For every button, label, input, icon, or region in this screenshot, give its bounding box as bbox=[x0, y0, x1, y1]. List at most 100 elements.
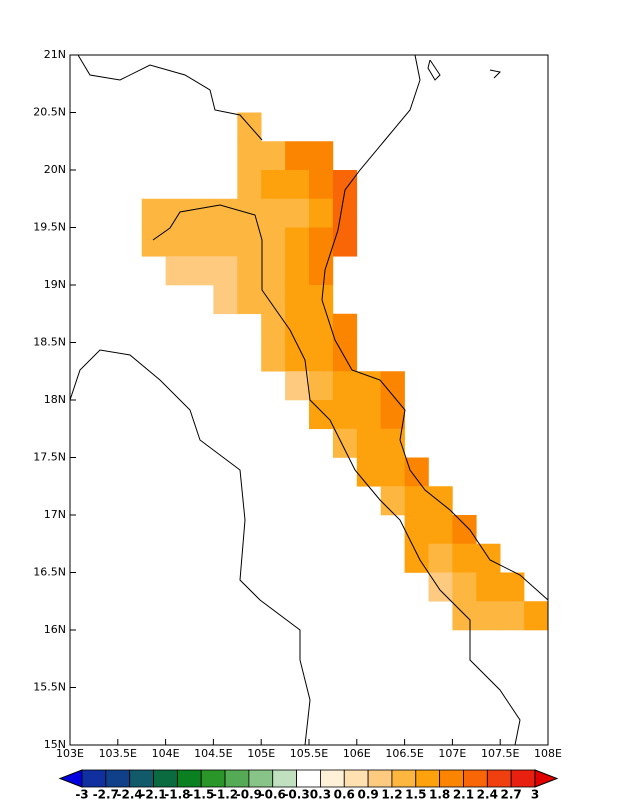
colorbar-box bbox=[296, 769, 321, 788]
y-tick-label: 21N bbox=[44, 48, 66, 61]
grid-cell bbox=[141, 227, 166, 257]
colorbar-box bbox=[129, 769, 154, 788]
grid-cell bbox=[332, 400, 358, 430]
island bbox=[489, 69, 502, 79]
y-tick-label: 15N bbox=[44, 738, 66, 751]
colorbar-label: -0.9 bbox=[236, 788, 262, 800]
colorbar-box bbox=[320, 769, 345, 788]
grid-cell bbox=[356, 428, 381, 458]
border bbox=[69, 349, 311, 746]
x-tick-label: 106E bbox=[343, 747, 371, 760]
border bbox=[152, 204, 521, 746]
grid-cell bbox=[476, 601, 501, 631]
grid-cell bbox=[309, 342, 334, 372]
x-tick-label: 104.5E bbox=[194, 747, 232, 760]
grid-cell bbox=[332, 227, 358, 257]
grid-cell bbox=[452, 572, 477, 602]
island bbox=[427, 59, 441, 81]
grid-cell bbox=[261, 313, 286, 343]
colorbar-label: -2.1 bbox=[140, 788, 166, 800]
grid-cell bbox=[261, 342, 286, 372]
x-tick-label: 103E bbox=[56, 747, 84, 760]
grid-cell bbox=[141, 198, 166, 228]
grid-cell bbox=[309, 227, 334, 257]
colorbar-box bbox=[153, 769, 178, 788]
colorbar-box bbox=[248, 769, 274, 788]
colorbar-under bbox=[58, 769, 83, 788]
colorbar-box bbox=[439, 769, 464, 788]
grid-cell bbox=[261, 285, 286, 315]
colorbar: -3 -2.7-2.4-2.1-1.8-1.5-1.2-0.9-0.6-0.3 0.… bbox=[58, 769, 559, 800]
grid-cell bbox=[404, 486, 429, 516]
x-tick-label: 104E bbox=[152, 747, 180, 760]
grid-cell bbox=[261, 256, 286, 286]
colorbar-label: 1.2 bbox=[381, 788, 402, 800]
x-tick-label: 103.5E bbox=[99, 747, 137, 760]
grid-cells bbox=[141, 112, 549, 631]
grid-cell bbox=[285, 170, 310, 200]
grid-cell bbox=[189, 227, 214, 257]
grid-cell bbox=[356, 457, 381, 487]
colorbar-label: 0.6 bbox=[334, 788, 355, 800]
colorbar-label: 2.7 bbox=[501, 788, 522, 800]
grid-cell bbox=[285, 371, 310, 401]
grid-cell bbox=[189, 256, 214, 286]
grid-cell bbox=[476, 572, 501, 602]
grid-cell bbox=[213, 227, 238, 257]
grid-cell bbox=[309, 400, 334, 430]
grid-cell bbox=[165, 256, 190, 286]
grid-cell bbox=[404, 457, 429, 487]
grid-cell bbox=[237, 170, 262, 200]
y-tick-label: 18.5N bbox=[33, 336, 66, 349]
grid-cell bbox=[428, 572, 453, 602]
colorbar-label: 0.9 bbox=[357, 788, 378, 800]
y-tick-label: 20.5N bbox=[33, 106, 66, 119]
border bbox=[77, 54, 263, 141]
grid-cell bbox=[213, 256, 238, 286]
grid-cell bbox=[452, 543, 477, 573]
colorbar-label: -2.7 bbox=[93, 788, 119, 800]
colorbar-box bbox=[105, 769, 131, 788]
colorbar-box bbox=[367, 769, 393, 788]
grid-cell bbox=[524, 601, 549, 631]
colorbar-label: 3 bbox=[531, 788, 539, 800]
grid-cell bbox=[189, 198, 214, 228]
grid-cell bbox=[261, 170, 286, 200]
x-tick-label: 108E bbox=[534, 747, 562, 760]
grid-cell bbox=[332, 198, 358, 228]
grid-cell bbox=[237, 227, 262, 257]
colorbar-label: 2.4 bbox=[477, 788, 498, 800]
grid-cell bbox=[285, 227, 310, 257]
colorbar-label: 1.5 bbox=[405, 788, 426, 800]
grid-cell bbox=[428, 486, 453, 516]
colorbar-box bbox=[343, 769, 369, 788]
colorbar-label: -0.6 bbox=[260, 788, 286, 800]
grid-cell bbox=[428, 515, 453, 545]
y-tick-label: 17N bbox=[44, 508, 66, 521]
grid-cell bbox=[285, 285, 310, 315]
grid-cell bbox=[237, 141, 262, 171]
colorbar-box bbox=[486, 769, 512, 788]
grid-cell bbox=[332, 371, 358, 401]
grid-cell bbox=[332, 313, 358, 343]
y-tick-label: 19.5N bbox=[33, 221, 66, 234]
x-tick-label: 106.5E bbox=[385, 747, 423, 760]
grid-cell bbox=[285, 256, 310, 286]
axes: 103E 103.5E 104E 104.5E 105E 105.5E 106E 106.5E… bbox=[33, 48, 562, 760]
colorbar-label: 0.3 bbox=[310, 788, 331, 800]
colorbar-box bbox=[463, 769, 488, 788]
grid-cell bbox=[380, 457, 405, 487]
grid-cell bbox=[309, 285, 334, 315]
x-tick-label: 105E bbox=[247, 747, 275, 760]
grid-cell bbox=[428, 543, 453, 573]
colorbar-label: -2.4 bbox=[117, 788, 143, 800]
y-tick-label: 20N bbox=[44, 163, 66, 176]
colorbar-label: -1.8 bbox=[164, 788, 190, 800]
grid-cell bbox=[380, 400, 405, 430]
colorbar-label: -1.5 bbox=[188, 788, 214, 800]
grid-cell bbox=[285, 141, 310, 171]
y-tick-label: 17.5N bbox=[33, 451, 66, 464]
colorbar-box bbox=[391, 769, 417, 788]
grid-cell bbox=[309, 170, 334, 200]
y-tick-label: 18N bbox=[44, 393, 66, 406]
